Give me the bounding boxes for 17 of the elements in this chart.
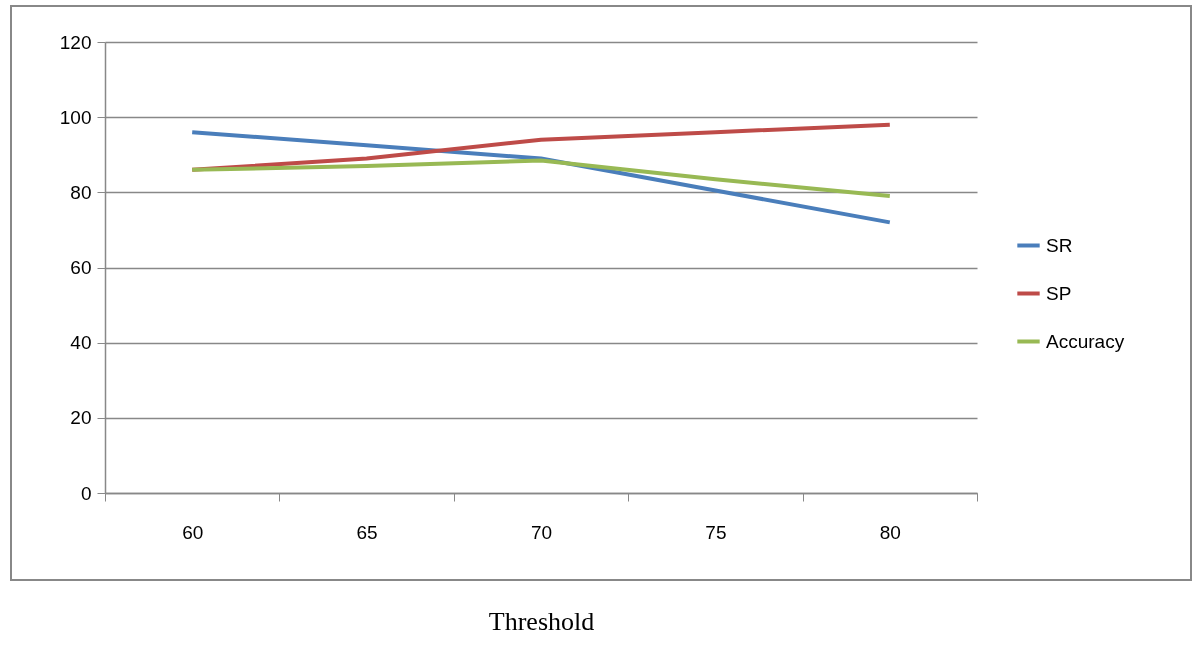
- y-tick-label: 80: [70, 181, 92, 203]
- legend-label: SP: [1046, 282, 1072, 304]
- y-tick-label: 100: [59, 106, 92, 128]
- legend-label: SR: [1046, 234, 1073, 256]
- legend-label: Accuracy: [1046, 330, 1125, 352]
- y-tick-label: 120: [59, 31, 92, 53]
- x-tick-label: 60: [182, 521, 204, 543]
- y-tick-label: 20: [70, 407, 92, 429]
- y-tick-label: 40: [70, 332, 92, 354]
- x-tick-label: 65: [356, 521, 378, 543]
- y-tick-label: 60: [70, 257, 92, 278]
- x-tick-label: 75: [705, 521, 727, 543]
- x-axis-title: Threshold: [488, 606, 595, 636]
- x-tick-label: 80: [879, 521, 901, 543]
- y-tick-label: 0: [80, 482, 92, 504]
- x-tick-label: 70: [530, 521, 553, 543]
- line-series: [190, 158, 892, 199]
